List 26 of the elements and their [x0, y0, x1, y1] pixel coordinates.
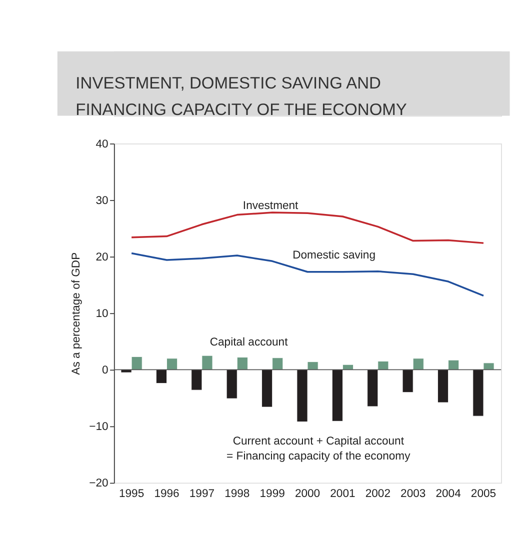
y-tick-label: 30: [96, 194, 108, 207]
x-tick-label: 1996: [154, 488, 180, 500]
line-series: [130, 252, 484, 297]
x-tick-label: 2004: [436, 488, 461, 500]
text: Current account + Capital account = Financing capacity of the economy: [226, 436, 411, 462]
y-tick-label: 20: [96, 252, 108, 264]
series-label: Capital account: [210, 336, 289, 348]
series-label: Investment: [242, 200, 300, 212]
x-tick-label: 2001: [330, 488, 356, 500]
line-series: [130, 212, 484, 244]
x-tick-label: 1997: [189, 488, 215, 500]
x-tick-label: 1999: [260, 488, 285, 500]
x-tick-label: 2003: [400, 488, 426, 500]
x-tick-label: 2002: [365, 488, 390, 500]
x-tick-label: 1998: [224, 488, 250, 500]
y-tick-label: −20: [89, 478, 108, 490]
series-label: Domestic saving: [292, 249, 376, 262]
y-tick-label: −10: [89, 421, 108, 434]
x-tick-label: 2000: [294, 488, 320, 500]
y-tick-label: 40: [96, 138, 108, 150]
x-tick-label: 2005: [470, 488, 496, 500]
y-tick-label: 10: [96, 308, 108, 320]
chart-title: INVESTMENT, DOMESTIC SAVING AND FINANCING CAPACITY OF THE ECONOMY: [76, 74, 407, 119]
x-tick-label: 1995: [118, 488, 144, 500]
y-axis-title: As a percentage of GDP: [70, 252, 83, 375]
y-tick-label: 0: [102, 364, 108, 377]
